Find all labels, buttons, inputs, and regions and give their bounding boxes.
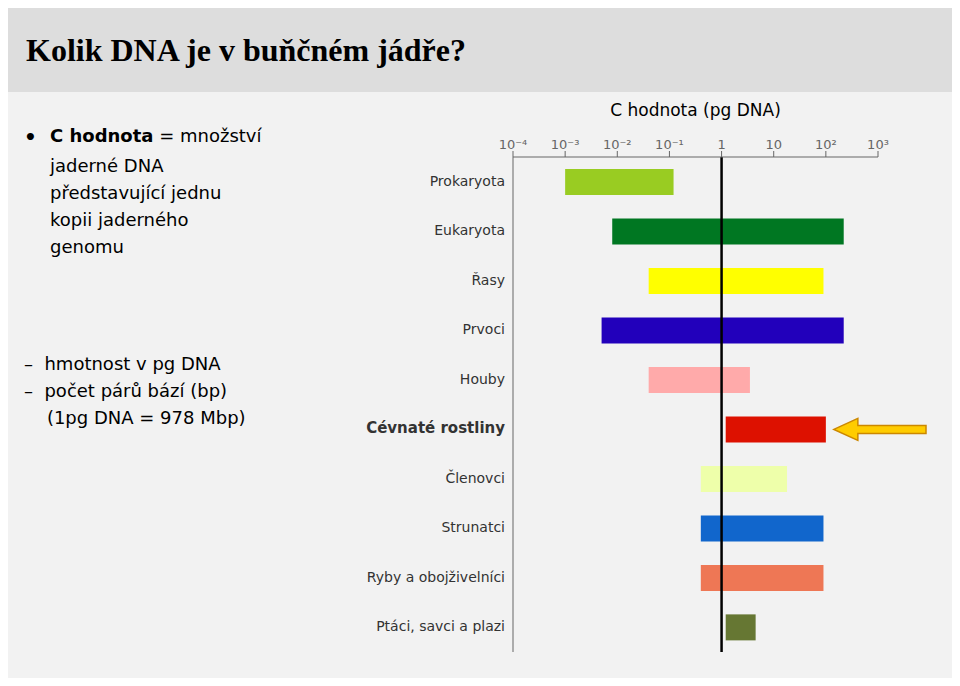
- svg-text:Řasy: Řasy: [471, 272, 505, 288]
- svg-text:Strunatci: Strunatci: [441, 519, 505, 535]
- html-text:– počet párů bází (bp): – počet párů bází (bp): [24, 380, 228, 401]
- html-text:kopii jaderného: kopii jaderného: [50, 209, 189, 230]
- html-text:C hodnota (pg DNA): C hodnota (pg DNA): [610, 100, 781, 120]
- svg-text:Eukaryota: Eukaryota: [434, 222, 505, 238]
- svg-text:10³: 10³: [867, 137, 889, 152]
- html-text:– hmotnost v pg DNA: – hmotnost v pg DNA: [24, 353, 221, 374]
- html-text:Kolik DNA je v buňčném jádře?: Kolik DNA je v buňčném jádře?: [26, 31, 466, 68]
- svg-text:10⁻²: 10⁻²: [603, 137, 632, 152]
- html-text:představující jednu: představující jednu: [50, 182, 222, 203]
- svg-text:10⁻³: 10⁻³: [551, 137, 580, 152]
- svg-text:10²: 10²: [815, 137, 837, 152]
- svg-text:1: 1: [717, 137, 725, 152]
- html-text:C hodnota = množství: C hodnota = množství: [50, 125, 262, 146]
- svg-text:Členovci: Členovci: [445, 469, 505, 486]
- svg-text:10⁻¹: 10⁻¹: [655, 137, 684, 152]
- svg-text:Cévnaté rostliny: Cévnaté rostliny: [366, 419, 505, 437]
- svg-text:10⁻⁴: 10⁻⁴: [499, 137, 528, 152]
- svg-text:Prvoci: Prvoci: [463, 321, 505, 337]
- svg-text:Houby: Houby: [460, 371, 505, 387]
- svg-text:Prokaryota: Prokaryota: [430, 173, 505, 189]
- html-text:jaderné DNA: jaderné DNA: [50, 155, 164, 176]
- svg-text:Ryby a obojživelníci: Ryby a obojživelníci: [367, 569, 505, 585]
- html-text:(1pg DNA = 978 Mbp): (1pg DNA = 978 Mbp): [24, 407, 246, 428]
- html-text:genomu: genomu: [50, 236, 124, 257]
- svg-text:10: 10: [765, 137, 782, 152]
- svg-text:Ptáci, savci a plazi: Ptáci, savci a plazi: [376, 618, 505, 634]
